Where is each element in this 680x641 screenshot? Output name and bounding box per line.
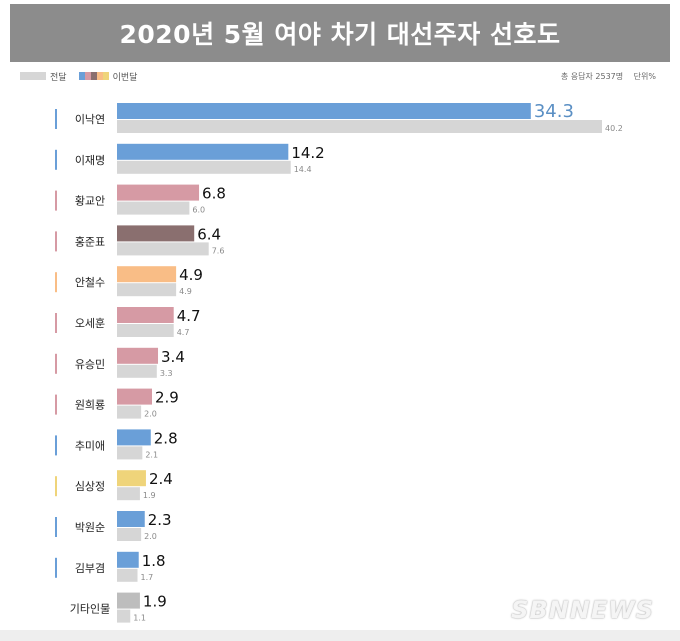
title-bar: 2020년 5월 여야 차기 대선주자 선호도 — [10, 4, 670, 62]
value-label-previous: 4.7 — [177, 328, 190, 337]
legend-cur-swatch-segment — [96, 72, 103, 80]
value-label-current: 6.4 — [197, 225, 221, 243]
legend-cur-swatch — [78, 72, 109, 80]
category-marker — [55, 231, 57, 252]
bar-current — [117, 266, 177, 283]
value-label-current: 4.9 — [179, 266, 203, 284]
category-label: 김부겸 — [75, 562, 105, 575]
bar-current — [117, 511, 145, 527]
value-label-current: 1.9 — [143, 593, 167, 611]
bar-current — [117, 143, 289, 160]
legend-cur-swatch-segment — [84, 72, 91, 80]
category-label: 기타인물 — [70, 603, 110, 616]
legend-cur-swatch-segment — [78, 72, 85, 80]
bar-previous — [117, 609, 131, 623]
category-marker — [55, 476, 57, 497]
value-label-previous: 2.0 — [144, 532, 157, 541]
bar-previous — [117, 528, 142, 541]
category-label: 이재명 — [75, 154, 105, 167]
value-label-previous: 1.1 — [133, 614, 146, 623]
category-marker — [55, 517, 57, 537]
value-label-current: 14.2 — [291, 144, 324, 162]
value-label-current: 2.3 — [148, 511, 172, 529]
bar-current — [117, 429, 151, 446]
value-label-current: 3.4 — [161, 348, 185, 366]
category-marker — [55, 353, 57, 374]
bar-previous — [117, 242, 209, 256]
bar-current — [117, 184, 200, 201]
category-label: 안철수 — [75, 276, 105, 289]
category-label: 황교안 — [75, 195, 105, 208]
watermark: SBNNEWS — [511, 596, 654, 624]
value-label-current: 34.3 — [534, 101, 574, 122]
bar-current — [117, 307, 174, 323]
bar-previous — [117, 405, 142, 419]
category-label: 원희룡 — [75, 399, 105, 412]
legend-cur-label: 이번달 — [112, 72, 138, 83]
legend-cur-swatch-segment — [90, 72, 97, 80]
value-label-previous: 6.0 — [192, 206, 205, 215]
chart-title: 2020년 5월 여야 차기 대선주자 선호도 — [119, 20, 561, 49]
bar-current — [117, 388, 152, 405]
value-label-previous: 2.1 — [145, 450, 158, 459]
value-label-previous: 7.6 — [212, 246, 225, 255]
chart-panel: 이낙연 34.3 40.2 이재명 14.2 14.4 황교안 6.8 6.0 홍준표 6.4 7.6… — [42, 91, 662, 641]
category-marker — [55, 557, 57, 578]
category-marker — [55, 109, 57, 129]
bar-previous — [117, 568, 138, 582]
category-label: 이낙연 — [75, 113, 105, 126]
value-label-previous: 3.3 — [160, 369, 173, 378]
category-marker — [55, 272, 57, 293]
bar-previous — [117, 283, 177, 297]
bar-current — [117, 470, 146, 487]
bar-previous — [117, 120, 602, 133]
category-label: 유승민 — [75, 358, 105, 371]
value-label-previous: 1.7 — [141, 573, 154, 582]
category-marker — [55, 190, 57, 211]
legend: 전달 이번달 — [20, 69, 137, 83]
category-marker — [55, 149, 57, 170]
category-label: 오세훈 — [75, 317, 105, 330]
value-label-current: 2.4 — [149, 470, 173, 488]
value-label-previous: 14.4 — [294, 165, 312, 174]
bottom-strip — [0, 630, 680, 641]
category-marker — [55, 435, 57, 456]
value-label-current: 4.7 — [177, 307, 201, 325]
bar-previous — [117, 364, 157, 378]
bar-previous — [117, 487, 140, 501]
respondents-note: 총 응답자 2537명 — [560, 72, 624, 81]
value-label-previous: 1.9 — [143, 491, 156, 500]
chart-note: 총 응답자 2537명 단위% — [561, 71, 656, 82]
category-label: 심상정 — [75, 480, 105, 493]
bar-current — [117, 103, 531, 119]
category-label: 홍준표 — [75, 234, 105, 248]
legend-cur-swatch-segment — [102, 72, 109, 80]
legend-prev-swatch — [20, 72, 46, 80]
bar-current — [117, 225, 195, 242]
value-label-previous: 2.0 — [144, 410, 157, 419]
bar-previous — [117, 201, 190, 215]
bar-previous — [117, 324, 174, 337]
value-label-current: 2.9 — [155, 389, 179, 407]
value-label-previous: 4.9 — [179, 287, 192, 296]
value-label-current: 1.8 — [142, 552, 166, 570]
bar-current — [117, 551, 139, 568]
bar-chart: 이낙연 34.3 40.2 이재명 14.2 14.4 황교안 6.8 6.0 홍준표 6.4 7.6… — [55, 101, 623, 623]
value-label-previous: 40.2 — [605, 124, 623, 133]
value-label-current: 2.8 — [154, 429, 178, 447]
category-label: 박원순 — [75, 521, 105, 534]
value-label-current: 6.8 — [202, 185, 226, 203]
unit-note: 단위% — [633, 72, 656, 81]
bar-previous — [117, 160, 291, 174]
legend-prev-label: 전달 — [50, 72, 67, 83]
bar-current — [117, 592, 140, 609]
bar-current — [117, 347, 159, 364]
bar-previous — [117, 446, 143, 460]
category-marker — [55, 394, 57, 415]
category-label: 추미애 — [75, 439, 105, 452]
category-marker — [55, 313, 57, 333]
